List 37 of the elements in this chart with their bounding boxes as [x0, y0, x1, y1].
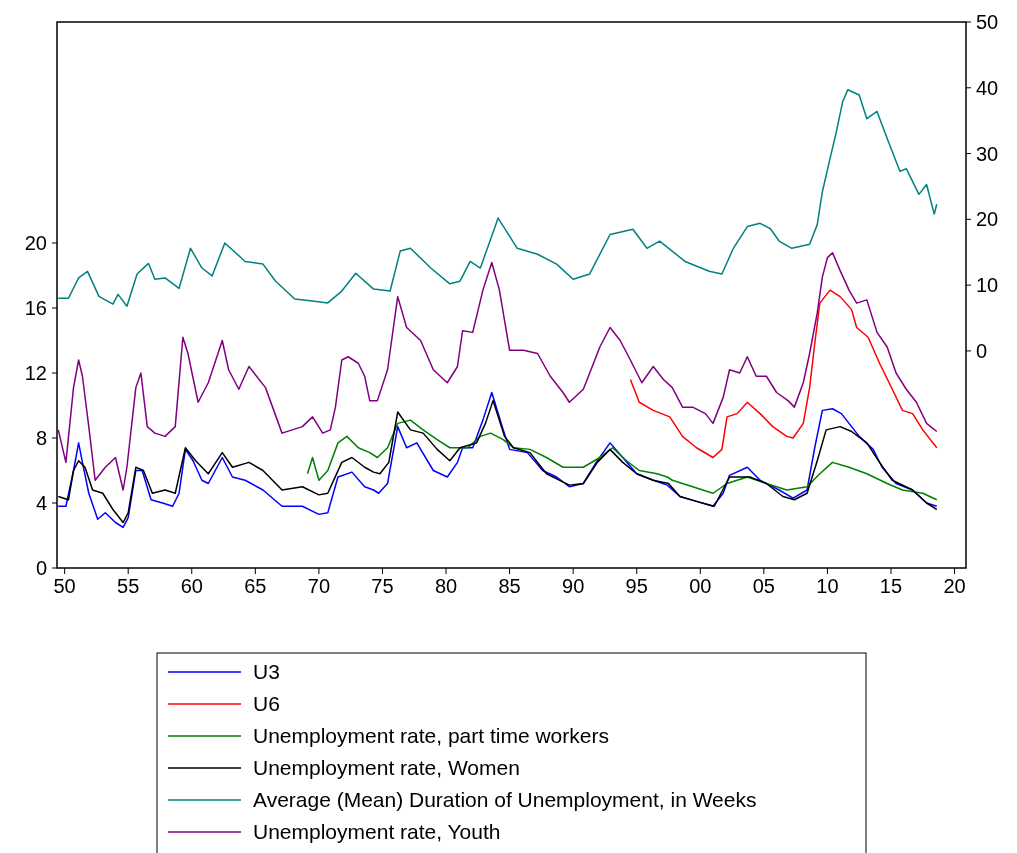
- y2-tick-label: 40: [976, 76, 999, 99]
- x-tick-label: 65: [244, 575, 267, 597]
- x-tick-label: 55: [117, 575, 140, 597]
- x-tick-label: 95: [625, 575, 648, 597]
- x-tick-label: 00: [689, 575, 712, 597]
- y2-tick-label: 50: [976, 11, 999, 33]
- legend-label: Average (Mean) Duration of Unemployment, in Weeks: [253, 788, 757, 812]
- x-tick-label: 75: [371, 575, 394, 597]
- legend-label: U6: [253, 692, 280, 716]
- line-series: [629, 289, 938, 459]
- line-series: [306, 419, 938, 501]
- x-tick-label: 70: [307, 575, 331, 597]
- x-tick-label: 05: [752, 575, 775, 597]
- legend-label: Unemployment rate, Youth: [253, 820, 501, 844]
- y-tick-label: 8: [35, 427, 47, 449]
- x-tick-label: 80: [434, 575, 458, 597]
- x-tick-label: 10: [816, 575, 839, 597]
- x-tick-label: 20: [943, 575, 966, 597]
- y-tick-label: 16: [24, 297, 47, 319]
- y-tick-label: 4: [35, 492, 47, 514]
- y-tick-label: 12: [24, 362, 47, 384]
- y2-tick-label: 10: [976, 274, 999, 297]
- y2-tick-label: 0: [976, 339, 988, 362]
- legend-label: Unemployment rate, Women: [253, 756, 520, 780]
- legend-label: U3: [253, 660, 280, 684]
- y2-tick-label: 20: [976, 208, 999, 231]
- line-series: [57, 89, 938, 307]
- x-tick-label: 60: [180, 575, 203, 597]
- y2-tick-label: 30: [976, 142, 999, 165]
- x-tick-label: 85: [498, 575, 521, 597]
- y-tick-label: 20: [24, 232, 47, 254]
- y-tick-label: 0: [35, 557, 47, 579]
- line-series: [57, 252, 938, 491]
- x-tick-label: 15: [879, 575, 903, 597]
- x-tick-label: 90: [562, 575, 585, 597]
- legend-label: Unemployment rate, part time workers: [253, 724, 609, 748]
- x-tick-label: 50: [53, 575, 76, 597]
